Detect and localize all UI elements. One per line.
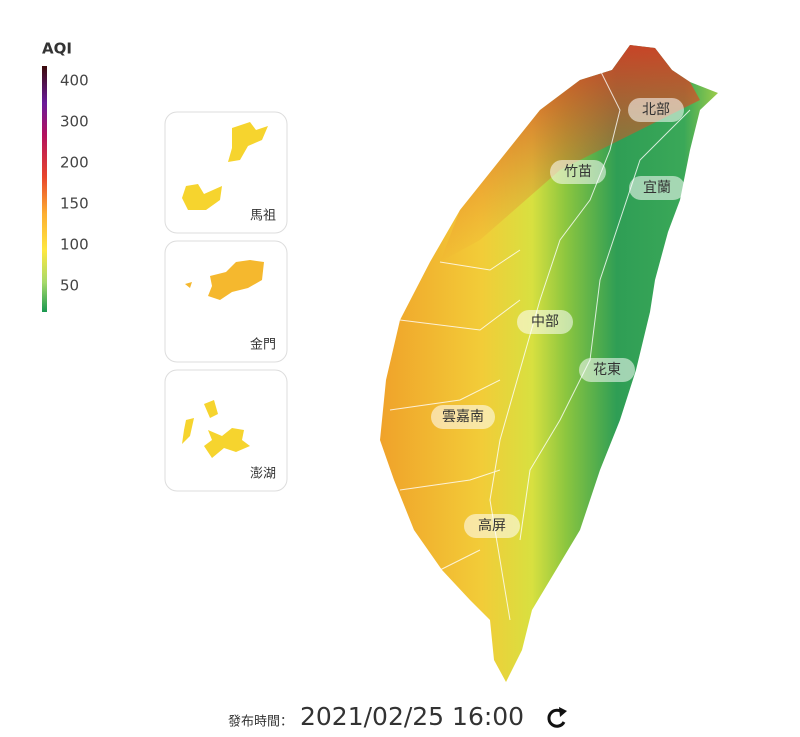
inset-label: 馬祖 (250, 209, 276, 224)
legend-tick: 100 (60, 236, 89, 254)
taiwan-map (380, 45, 718, 682)
island (208, 260, 264, 300)
island (185, 282, 192, 288)
region-labels: 北部 竹苗 宜蘭 中部 花東 雲嘉南 高屏 (431, 98, 685, 538)
inset-label: 金門 (250, 337, 276, 353)
legend: AQI 400 300 200 150 100 50 (42, 40, 89, 312)
region-label: 中部 (531, 314, 559, 330)
inset-frame (164, 369, 288, 492)
legend-tick: 200 (60, 154, 89, 172)
region-label: 宜蘭 (643, 180, 671, 196)
legend-tick: 150 (60, 195, 89, 213)
island (182, 400, 250, 458)
legend-bar (42, 66, 47, 312)
inset: 馬祖 金門 澎湖 (164, 111, 288, 492)
region-label: 花東 (593, 362, 621, 378)
refresh-button[interactable] (547, 707, 567, 728)
legend-tick: 300 (60, 113, 89, 131)
publish-time: 2021/02/25 16:00 (300, 702, 524, 731)
inset-label: 澎湖 (250, 467, 276, 482)
legend-title: AQI (42, 40, 72, 58)
region-label: 竹苗 (564, 164, 592, 180)
legend-tick: 400 (60, 72, 89, 90)
legend-tick: 50 (60, 277, 79, 295)
island (182, 184, 222, 210)
footer: 發布時間： 2021/02/25 16:00 (228, 702, 567, 731)
publish-label: 發布時間： (228, 715, 293, 730)
island (228, 122, 268, 162)
region-label: 北部 (642, 102, 670, 118)
region-label: 高屏 (478, 517, 506, 534)
region-label: 雲嘉南 (442, 409, 484, 425)
